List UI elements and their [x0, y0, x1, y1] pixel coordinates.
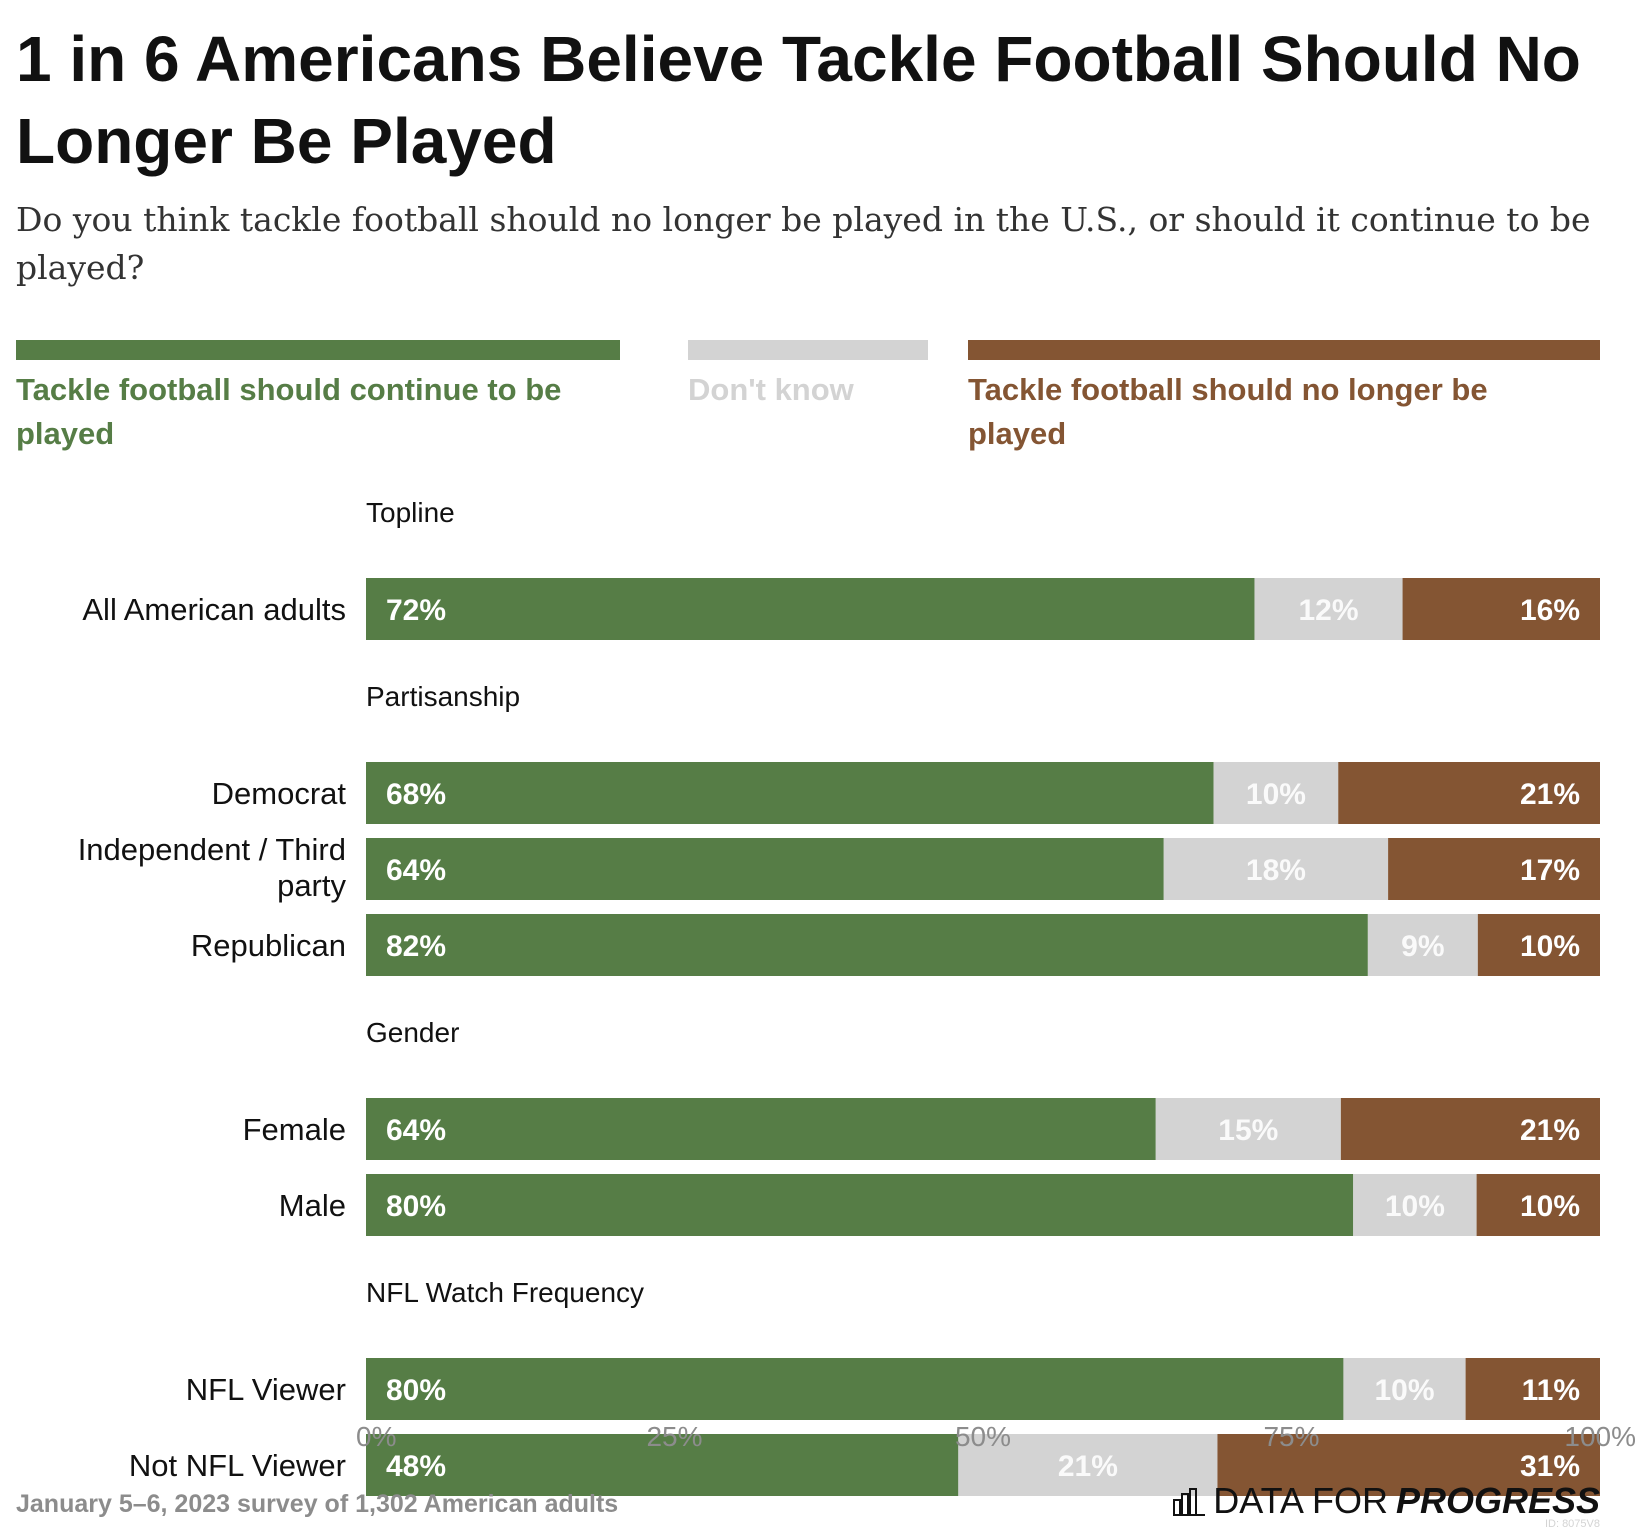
- bar-democrat-no-longer: [1338, 762, 1600, 824]
- legend-item-continue: Tackle football should continue to be pl…: [16, 340, 620, 456]
- chart-id: ID: 8075V8: [1544, 1518, 1600, 1530]
- bar-male-no-longer: [1476, 1174, 1600, 1236]
- x-tick-1: 25%: [646, 1421, 702, 1452]
- data-label-female-1: 15%: [1218, 1114, 1278, 1147]
- chart-subtitle: Do you think tackle football should no l…: [16, 200, 1591, 287]
- bar-female-no-longer: [1340, 1098, 1600, 1160]
- bar-not-nfl-viewer-no-longer: [1217, 1434, 1600, 1496]
- data-label-male-0: 80%: [386, 1190, 446, 1223]
- data-label-democrat-1: 10%: [1246, 778, 1306, 811]
- legend-label-dont-know: Don't know: [688, 372, 854, 407]
- bar-all-american-adults-continue: [366, 578, 1255, 640]
- group-label-partisanship: Partisanship: [366, 681, 520, 712]
- bar-republican-dont-know: [1367, 914, 1478, 976]
- bar-male-continue: [366, 1174, 1354, 1236]
- bar-nfl-viewer-no-longer: [1465, 1358, 1600, 1420]
- row-label-nfl-viewer: NFL Viewer: [186, 1372, 346, 1407]
- data-label-nfl-viewer-1: 10%: [1374, 1374, 1434, 1407]
- x-tick-2: 50%: [955, 1421, 1011, 1452]
- legend-swatch-no-longer: [968, 340, 1600, 360]
- group-label-topline: Topline: [366, 497, 455, 528]
- data-label-democrat-0: 68%: [386, 778, 446, 811]
- x-tick-3: 75%: [1263, 1421, 1319, 1452]
- brand-logo: DATA FOR PROGRESS: [1173, 1480, 1600, 1522]
- row-label-democrat: Democrat: [212, 776, 347, 811]
- data-label-not-nfl-viewer-1: 21%: [1058, 1450, 1118, 1483]
- legend-item-dont-know: Don't know: [688, 340, 928, 412]
- legend-item-no-longer: Tackle football should no longer be play…: [968, 340, 1600, 456]
- legend-swatch-dont-know: [688, 340, 928, 360]
- bar-independent-third-party-dont-know: [1163, 838, 1389, 900]
- bar-republican-no-longer: [1477, 914, 1600, 976]
- bar-chart-icon: [1173, 1488, 1206, 1516]
- row-label-republican: Republican: [191, 928, 346, 963]
- data-label-republican-0: 82%: [386, 930, 446, 963]
- data-label-republican-1: 9%: [1401, 930, 1444, 963]
- data-label-female-0: 64%: [386, 1114, 446, 1147]
- survey-note: January 5–6, 2023 survey of 1,302 Americ…: [16, 1490, 619, 1518]
- bar-female-dont-know: [1155, 1098, 1341, 1160]
- data-label-not-nfl-viewer-2: 31%: [1520, 1450, 1580, 1483]
- data-label-democrat-2: 21%: [1520, 778, 1580, 811]
- data-label-not-nfl-viewer-0: 48%: [386, 1450, 446, 1483]
- legend-label-continue: Tackle football should continue to be pl…: [16, 372, 562, 451]
- bar-all-american-adults-dont-know: [1254, 578, 1403, 640]
- bar-independent-third-party-continue: [366, 838, 1164, 900]
- data-label-nfl-viewer-2: 11%: [1522, 1374, 1580, 1407]
- brand-prefix: DATA FOR: [1213, 1480, 1388, 1521]
- row-label-male: Male: [279, 1188, 346, 1223]
- data-label-all-american-adults-1: 12%: [1298, 594, 1358, 627]
- data-label-male-2: 10%: [1520, 1190, 1580, 1223]
- bar-not-nfl-viewer-dont-know: [958, 1434, 1218, 1496]
- bar-democrat-continue: [366, 762, 1214, 824]
- data-label-all-american-adults-2: 16%: [1520, 594, 1580, 627]
- bar-all-american-adults-no-longer: [1402, 578, 1600, 640]
- legend-label-no-longer: Tackle football should no longer be play…: [968, 372, 1488, 451]
- bar-male-dont-know: [1353, 1174, 1477, 1236]
- chart-title: 1 in 6 Americans Believe Tackle Football…: [16, 23, 1581, 177]
- data-label-republican-2: 10%: [1520, 930, 1580, 963]
- bar-nfl-viewer-continue: [366, 1358, 1344, 1420]
- data-label-independent-third-party-1: 18%: [1246, 854, 1306, 887]
- row-label-not-nfl-viewer: Not NFL Viewer: [129, 1448, 346, 1483]
- group-label-gender: Gender: [366, 1017, 459, 1048]
- row-label-female: Female: [243, 1112, 346, 1147]
- bar-not-nfl-viewer-continue: [366, 1434, 959, 1496]
- legend-swatch-continue: [16, 340, 620, 360]
- row-label-independent-third-party: Independent / Third party: [78, 832, 347, 903]
- data-label-all-american-adults-0: 72%: [386, 594, 446, 627]
- data-label-nfl-viewer-0: 80%: [386, 1374, 446, 1407]
- x-tick-0: 0%: [356, 1421, 396, 1452]
- bar-female-continue: [366, 1098, 1156, 1160]
- data-label-male-1: 10%: [1385, 1190, 1445, 1223]
- brand-suffix: PROGRESS: [1395, 1480, 1600, 1521]
- group-label-nfl-watch-frequency: NFL Watch Frequency: [366, 1277, 644, 1308]
- x-tick-4: 100%: [1564, 1421, 1636, 1452]
- data-label-independent-third-party-0: 64%: [386, 854, 446, 887]
- data-label-independent-third-party-2: 17%: [1520, 854, 1580, 887]
- bar-democrat-dont-know: [1213, 762, 1339, 824]
- bar-nfl-viewer-dont-know: [1343, 1358, 1466, 1420]
- row-label-all-american-adults: All American adults: [82, 592, 346, 627]
- bar-independent-third-party-no-longer: [1388, 838, 1600, 900]
- bar-republican-continue: [366, 914, 1368, 976]
- data-label-female-2: 21%: [1520, 1114, 1580, 1147]
